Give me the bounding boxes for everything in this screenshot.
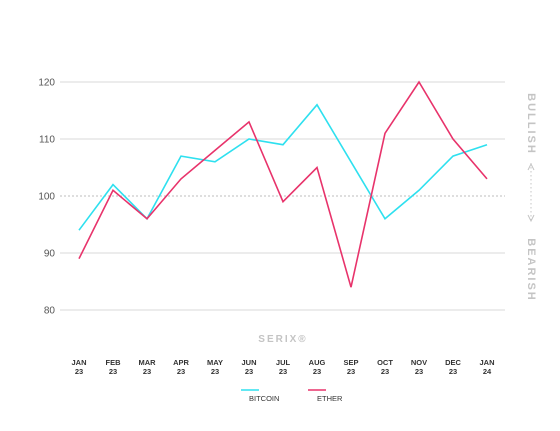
- x-tick-label: JAN 23: [71, 358, 86, 376]
- x-tick-label: NOV 23: [411, 358, 427, 376]
- x-tick-label: MAR 23: [138, 358, 156, 376]
- x-tick-label: JUL 23: [276, 358, 291, 376]
- y-tick-label: 100: [38, 192, 55, 203]
- x-tick-label: FEB 23: [106, 358, 122, 376]
- y-axis-ticks: 80 90 100 110 120: [38, 78, 55, 317]
- legend-label: BITCOIN: [249, 394, 279, 403]
- bearish-label: BEARISH: [525, 238, 537, 302]
- x-axis-ticks: JAN 23 FEB 23 MAR 23 APR 23 MAY 23 JUN 23 JUL 23 AUG 23…: [71, 358, 494, 376]
- arrow-down-icon: [527, 214, 535, 223]
- legend: BITCOIN ETHER: [241, 389, 343, 403]
- arrow-up-icon: [527, 162, 535, 171]
- watermark-label: SERIX®: [258, 334, 307, 345]
- grid-lines: [60, 81, 505, 311]
- y-tick-label: 80: [44, 306, 56, 317]
- series-lines: [78, 80, 488, 288]
- x-tick-label: OCT 23: [377, 358, 393, 376]
- y-tick-label: 90: [44, 249, 56, 260]
- sentiment-arrow: [527, 162, 535, 223]
- legend-label: ETHER: [317, 394, 343, 403]
- x-tick-label: SEP 23: [343, 358, 358, 376]
- x-tick-label: APR 23: [173, 358, 189, 376]
- x-tick-label: JAN 24: [479, 358, 494, 376]
- series-line-ether: [78, 80, 488, 288]
- x-tick-label: AUG 23: [309, 358, 326, 376]
- bullish-label: BULLISH: [525, 93, 537, 155]
- x-tick-label: DEC 23: [445, 358, 461, 376]
- x-tick-label: JUN 23: [241, 358, 256, 376]
- series-line-bitcoin: [78, 103, 488, 231]
- x-tick-label: MAY 23: [207, 358, 223, 376]
- y-tick-label: 110: [39, 135, 55, 146]
- y-tick-label: 120: [38, 78, 55, 89]
